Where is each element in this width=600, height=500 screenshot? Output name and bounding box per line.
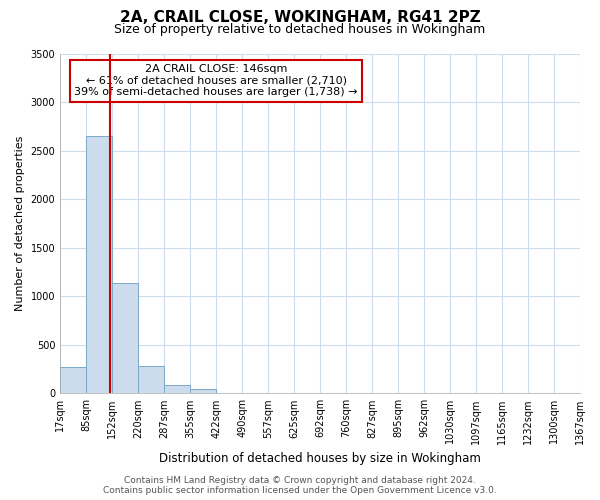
Bar: [112, 283, 138, 394]
X-axis label: Distribution of detached houses by size in Wokingham: Distribution of detached houses by size …: [159, 452, 481, 465]
Text: 2A, CRAIL CLOSE, WOKINGHAM, RG41 2PZ: 2A, CRAIL CLOSE, WOKINGHAM, RG41 2PZ: [119, 10, 481, 25]
Bar: [138, 366, 164, 394]
Bar: [86, 136, 112, 394]
Text: 2A CRAIL CLOSE: 146sqm
← 61% of detached houses are smaller (2,710)
39% of semi-: 2A CRAIL CLOSE: 146sqm ← 61% of detached…: [74, 64, 358, 98]
Bar: [190, 390, 216, 394]
Bar: [164, 384, 190, 394]
Y-axis label: Number of detached properties: Number of detached properties: [15, 136, 25, 312]
Bar: [60, 367, 86, 394]
Text: Size of property relative to detached houses in Wokingham: Size of property relative to detached ho…: [115, 22, 485, 36]
Text: Contains HM Land Registry data © Crown copyright and database right 2024.
Contai: Contains HM Land Registry data © Crown c…: [103, 476, 497, 495]
